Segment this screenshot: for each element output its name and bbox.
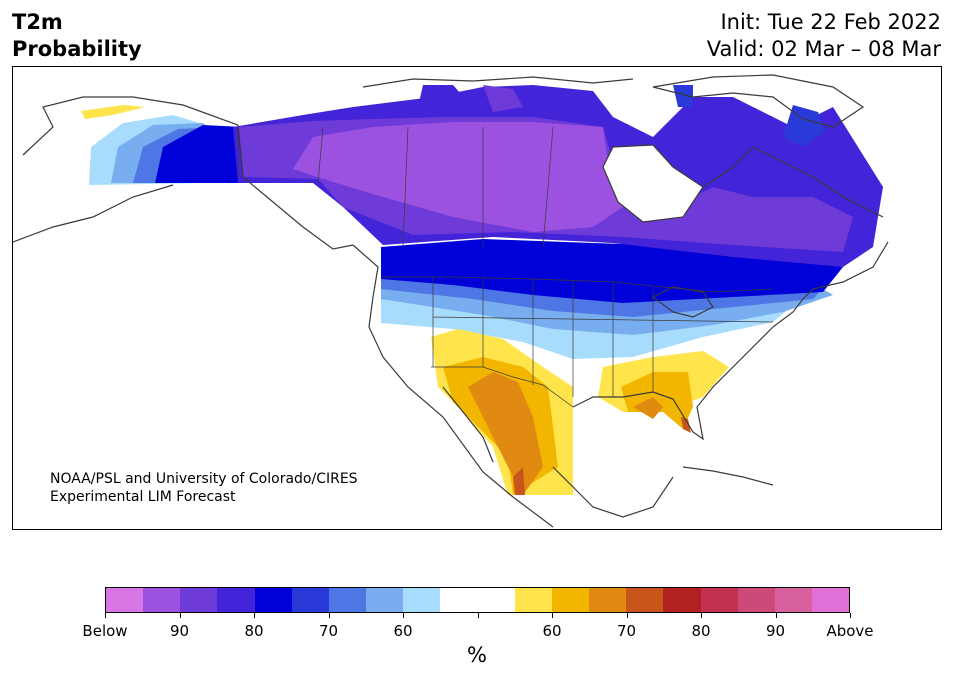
colorbar-swatch xyxy=(663,588,701,612)
southeast-shade-gold xyxy=(621,372,693,429)
colorbar-swatch xyxy=(106,588,144,612)
mexico-coast xyxy=(552,466,674,518)
great-lakes xyxy=(651,286,714,318)
southwest-shade-red xyxy=(513,467,525,495)
colorbar-tick-label: Above xyxy=(826,622,874,640)
colorbar-swatch xyxy=(143,588,181,612)
arctic-shade-4 xyxy=(783,105,825,147)
state-borders xyxy=(432,277,774,397)
colorbar-swatch xyxy=(328,588,367,612)
colorbar-tick-mark xyxy=(403,613,404,618)
title-variable: T2m xyxy=(12,10,63,34)
colorbar-tick-mark xyxy=(701,613,702,618)
colorbar-ticks xyxy=(105,613,851,619)
alaska-shade-dark xyxy=(155,125,253,183)
init-date: Init: Tue 22 Feb 2022 xyxy=(720,10,941,34)
colorbar-swatch xyxy=(366,588,404,612)
colorbar-swatch xyxy=(180,588,218,612)
arctic-shade-1 xyxy=(418,85,468,112)
colorbar-tick-mark xyxy=(775,613,777,618)
coastlines xyxy=(13,74,889,528)
colorbar-tick-label: 80 xyxy=(691,622,711,640)
cuba-coast xyxy=(682,466,774,486)
alaska-shade-yellow xyxy=(81,105,145,119)
colorbar-swatch xyxy=(589,588,627,612)
credit-text: NOAA/PSL and University of Colorado/CIRE… xyxy=(50,471,358,505)
colorbar-swatch xyxy=(774,588,812,612)
us-mexico-border xyxy=(431,366,574,408)
colorbar-tick-label: 80 xyxy=(244,622,264,640)
colorbar-tick-mark xyxy=(552,613,553,618)
arctic-shade-3 xyxy=(673,85,693,107)
colorbar-swatch xyxy=(291,588,329,612)
colorbar-tick-label: 60 xyxy=(542,622,562,640)
baja-coast xyxy=(442,386,494,463)
aleutian-coast xyxy=(13,184,174,243)
colorbar-swatch xyxy=(737,588,775,612)
greenland-coast xyxy=(652,74,865,128)
above-normal-shading xyxy=(81,105,729,495)
southeast-shade-orange xyxy=(633,397,663,419)
colorbar-tick-mark xyxy=(477,613,479,618)
colorbar-tick-mark xyxy=(328,613,330,618)
colorbar-tick-label: 70 xyxy=(318,622,339,640)
colorbar-swatch xyxy=(477,588,515,612)
southwest-shade-orange xyxy=(468,372,543,495)
colorbar-tick-mark xyxy=(626,613,628,618)
alaska-coast xyxy=(22,96,354,250)
colorbar-swatch xyxy=(254,588,292,612)
colorbar-tick-label: 90 xyxy=(169,622,190,640)
southeast-shade-red xyxy=(681,417,691,433)
colorbar-swatch xyxy=(626,588,664,612)
colorbar-swatch xyxy=(403,588,441,612)
colorbar-tick-label: Below xyxy=(82,622,128,640)
colorbar xyxy=(105,587,850,613)
colorbar-tick-label: 90 xyxy=(765,622,786,640)
colorbar-unit: % xyxy=(467,643,487,667)
west-coast xyxy=(352,244,554,528)
political-borders xyxy=(237,125,774,408)
colorbar-tick-mark xyxy=(105,613,106,618)
gulf-coast xyxy=(572,326,774,441)
colorbar-tick-mark xyxy=(254,613,255,618)
colorbar-swatch xyxy=(700,588,738,612)
province-borders xyxy=(317,126,554,248)
map-svg xyxy=(13,74,889,528)
labrador-coast xyxy=(702,146,884,218)
colorbar-swatch xyxy=(514,588,552,612)
colorbar-swatch xyxy=(440,588,478,612)
colorbar-tick-label: 60 xyxy=(393,622,413,640)
canada-shade-lavender xyxy=(293,122,623,232)
hudson-bay xyxy=(603,145,703,222)
colorbar-swatch xyxy=(551,588,590,612)
arctic-islands xyxy=(362,76,634,88)
plot-title-left: T2m Probability xyxy=(12,9,142,63)
forecast-map: NOAA/PSL and University of Colorado/CIRE… xyxy=(12,66,942,530)
plot-title-right: Init: Tue 22 Feb 2022 Valid: 02 Mar – 08… xyxy=(707,9,941,63)
colorbar-swatch xyxy=(811,588,850,612)
east-coast xyxy=(772,241,889,328)
colorbar-swatch xyxy=(217,588,255,612)
valid-range: Valid: 02 Mar – 08 Mar xyxy=(706,37,941,61)
colorbar-tick-mark xyxy=(850,613,851,618)
colorbar-tick-label: 70 xyxy=(616,622,637,640)
title-subtitle: Probability xyxy=(12,37,142,61)
arctic-shade-2 xyxy=(483,85,523,112)
colorbar-tick-mark xyxy=(179,613,181,618)
